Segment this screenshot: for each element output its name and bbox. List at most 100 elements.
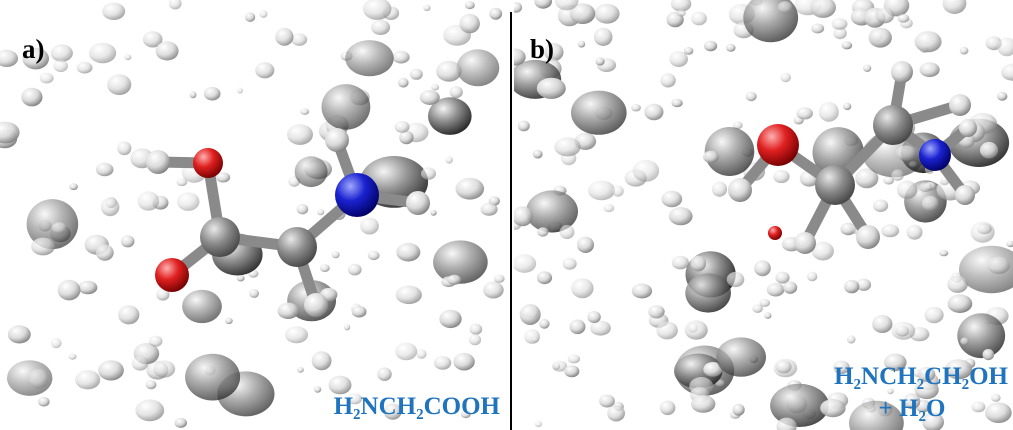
solvent-sphere	[225, 318, 233, 324]
solvent-sphere	[960, 47, 969, 55]
solvent-sphere	[513, 254, 537, 273]
solvent-sphere	[450, 86, 463, 98]
solvent-sphere	[453, 353, 474, 371]
solvent-sphere	[445, 156, 453, 163]
solvent-sphere	[377, 367, 391, 381]
solvent-sphere	[21, 88, 42, 107]
solvent-sphere	[275, 28, 293, 46]
solvent-sphere	[121, 235, 135, 247]
solvent-sphere	[684, 47, 694, 55]
solvent-sphere	[988, 257, 1010, 274]
solvent-sphere	[537, 271, 552, 284]
solvent-sphere	[416, 349, 426, 359]
solvent-sphere	[75, 370, 100, 389]
solvent-sphere	[571, 91, 627, 135]
solvent-sphere	[892, 322, 916, 340]
solvent-sphere	[570, 320, 586, 335]
solvent-sphere	[948, 294, 973, 313]
solvent-sphere	[237, 88, 243, 94]
solvent-sphere	[920, 62, 940, 77]
solvent-sphere	[594, 4, 619, 24]
solvent-sphere	[612, 186, 624, 197]
solvent-sphere	[568, 354, 580, 363]
solvent-sphere	[489, 8, 502, 20]
solvent-sphere	[939, 250, 948, 256]
solvent-sphere	[531, 336, 539, 342]
solvent-sphere	[51, 338, 62, 348]
solvent-sphere	[896, 145, 916, 160]
solvent-sphere	[69, 183, 78, 190]
solvent-sphere	[29, 369, 49, 389]
solvent-sphere	[633, 160, 660, 182]
solvent-sphere	[703, 151, 719, 163]
solvent-sphere	[764, 312, 771, 319]
solvent-sphere	[169, 0, 182, 10]
panel-label: a)	[22, 34, 45, 64]
solvent-sphere	[31, 238, 55, 256]
solvent-sphere	[295, 156, 328, 187]
solvent-sphere	[149, 336, 163, 347]
solvent-sphere	[843, 103, 851, 110]
solvent-sphere	[0, 50, 18, 67]
solvent-sphere	[746, 92, 757, 102]
solvent-sphere	[919, 182, 932, 192]
solvent-sphere	[177, 192, 200, 211]
solvent-sphere	[8, 325, 31, 343]
solvent-sphere	[599, 395, 615, 408]
solvent-sphere	[249, 289, 259, 298]
solvent-sphere	[332, 251, 340, 258]
solvent-sphere	[153, 360, 175, 377]
solvent-sphere	[656, 321, 678, 339]
solvent-sphere	[780, 73, 791, 83]
solvent-sphere	[922, 196, 939, 211]
solvent-sphere	[778, 1, 792, 13]
solvent-sphere	[873, 199, 888, 212]
solvent-sphere	[204, 87, 221, 101]
solvent-sphere	[712, 182, 727, 197]
solvent-sphere	[631, 104, 641, 111]
solvent-sphere	[518, 121, 530, 132]
solvent-sphere	[533, 150, 543, 159]
solvent-sphere	[285, 326, 308, 343]
solvent-sphere	[420, 90, 440, 105]
solvent-sphere	[534, 0, 552, 9]
solvent-sphere	[483, 282, 504, 299]
solvent-sphere	[588, 181, 615, 201]
solvent-sphere	[1006, 241, 1013, 247]
solvent-sphere	[396, 286, 422, 305]
solvent-sphere	[494, 275, 505, 283]
solvent-sphere	[352, 306, 367, 318]
solvent-sphere	[520, 304, 541, 325]
solvent-sphere	[287, 124, 313, 145]
formula: H₂NCH₂CH₂OH	[834, 363, 1008, 390]
solvent-sphere	[842, 41, 853, 49]
solvent-sphere	[980, 142, 998, 159]
solvent-sphere	[726, 44, 735, 52]
solvent-sphere	[457, 49, 500, 86]
solvent-sphere	[672, 256, 689, 270]
solvent-sphere	[456, 178, 485, 200]
solvent-sphere	[245, 12, 255, 22]
solvent-sphere	[773, 170, 789, 183]
solvent-sphere	[312, 351, 332, 370]
solvent-sphere	[685, 273, 731, 312]
solvent-sphere	[132, 356, 149, 370]
solvent-sphere	[260, 10, 268, 18]
solvent-sphere	[947, 276, 968, 293]
solvent-sphere	[469, 334, 481, 345]
solvent-sphere	[907, 225, 923, 240]
solvent-sphere	[876, 7, 894, 23]
solvent-sphere	[898, 14, 910, 23]
solvent-sphere	[89, 43, 116, 64]
solvent-sphere	[754, 260, 771, 276]
solvent-sphere	[796, 107, 813, 119]
solvent-sphere	[146, 380, 157, 389]
solvent-sphere	[300, 108, 309, 115]
solvent-sphere	[832, 18, 848, 30]
solvent-sphere	[447, 275, 461, 285]
formula: H₂NCH₂COOH	[334, 393, 501, 420]
solvent-sphere	[512, 206, 533, 226]
solvent-sphere	[182, 290, 222, 323]
solvent-sphere	[677, 10, 686, 17]
solvent-sphere	[52, 222, 67, 233]
